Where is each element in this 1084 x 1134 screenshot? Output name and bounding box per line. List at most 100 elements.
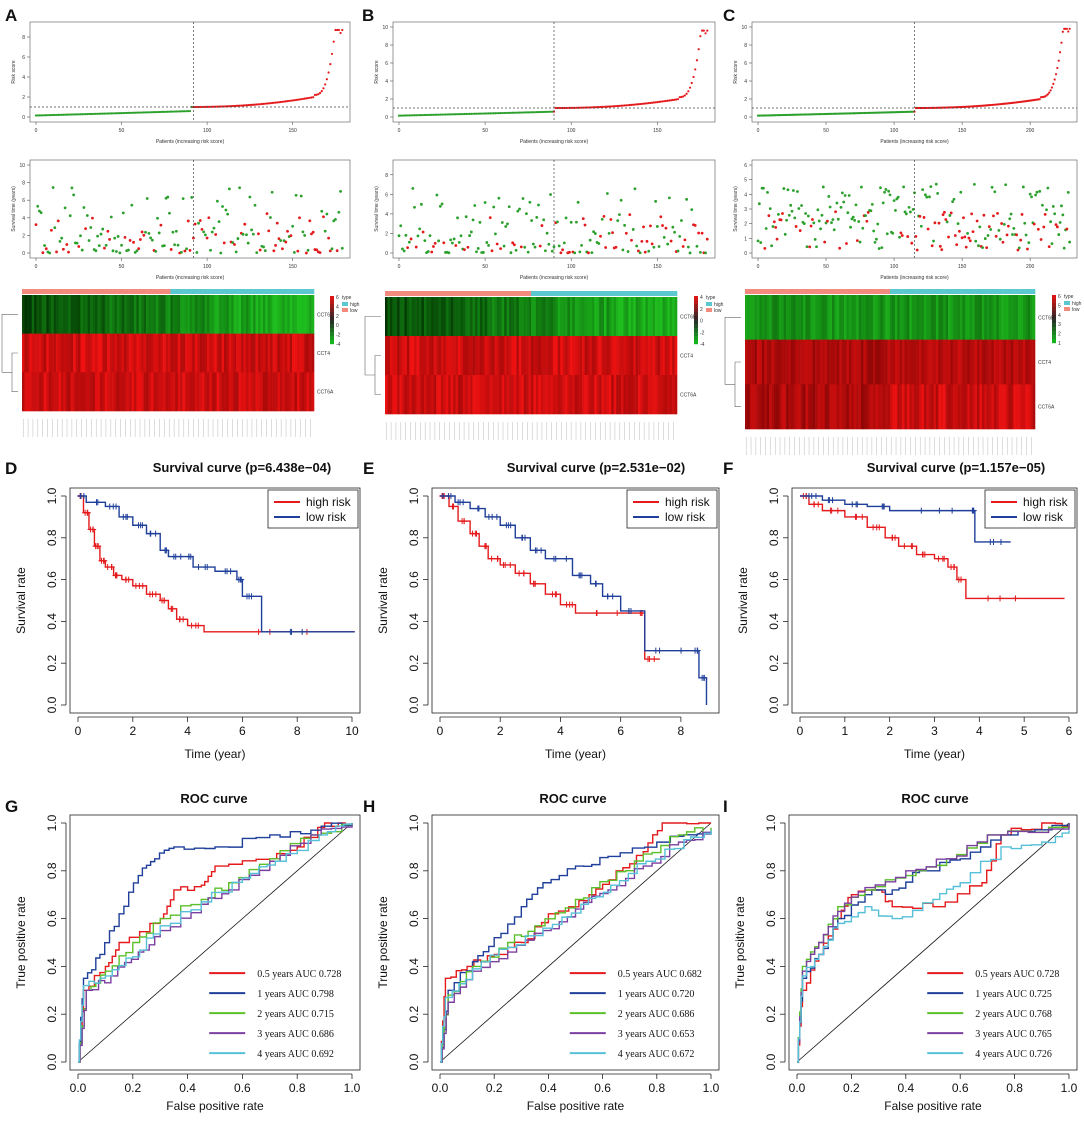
type-bar-cell bbox=[301, 289, 305, 294]
survival-point bbox=[821, 185, 825, 189]
chart-title: Survival curve (p=1.157e−05) bbox=[867, 460, 1046, 475]
heatmap-cell bbox=[163, 372, 166, 412]
heatmap-cell bbox=[606, 375, 610, 415]
survival-point bbox=[785, 218, 788, 222]
scale-band bbox=[1052, 303, 1056, 308]
survival-point bbox=[222, 241, 226, 245]
risk-point bbox=[628, 103, 631, 107]
heatmap-cell bbox=[158, 295, 161, 334]
risk-point bbox=[110, 112, 113, 115]
survival-point bbox=[676, 249, 680, 253]
type-bar-cell bbox=[223, 289, 227, 294]
survival-point bbox=[236, 237, 240, 240]
scale-band bbox=[694, 300, 698, 305]
heatmap-cell bbox=[647, 375, 651, 415]
type-bar-cell bbox=[136, 289, 140, 294]
heatmap-cell bbox=[659, 375, 663, 415]
survival-point bbox=[533, 245, 537, 249]
heatmap-cell bbox=[385, 336, 388, 376]
heatmap-cell bbox=[655, 375, 658, 415]
heatmap-cell bbox=[962, 295, 966, 340]
heatmap-cell bbox=[73, 372, 76, 412]
type-bar-cell bbox=[899, 289, 903, 294]
y-tick-label: 1.0 bbox=[407, 487, 421, 504]
type-bar-cell bbox=[82, 289, 86, 294]
risk-point bbox=[590, 106, 593, 109]
heatmap-cell bbox=[148, 372, 152, 412]
heatmap-cell bbox=[99, 333, 103, 373]
heatmap-cell bbox=[204, 372, 208, 412]
x-tick-label: 50 bbox=[823, 128, 829, 134]
risk-point bbox=[125, 111, 128, 115]
heatmap-cell bbox=[572, 297, 576, 337]
survival-point bbox=[549, 193, 552, 196]
heatmap-cell bbox=[989, 295, 992, 340]
risk-point bbox=[241, 104, 245, 107]
survival-point bbox=[1041, 203, 1044, 207]
heatmap-cell bbox=[616, 375, 619, 415]
heatmap-cell bbox=[1001, 339, 1004, 385]
risk-point bbox=[276, 101, 279, 104]
heatmap-cell bbox=[419, 336, 422, 376]
type-bar-cell bbox=[306, 289, 310, 294]
heatmap-cell bbox=[404, 375, 408, 415]
heatmap-cell bbox=[484, 336, 488, 376]
risk-point bbox=[614, 104, 618, 108]
heatmap-cell bbox=[757, 295, 760, 340]
heatmap-cell bbox=[511, 297, 515, 337]
diagonal-reference-line bbox=[439, 822, 712, 1063]
type-bar-cell bbox=[46, 289, 50, 294]
x-tick-label: 0.8 bbox=[289, 1081, 306, 1095]
risk-point bbox=[509, 111, 513, 114]
type-bar-cell bbox=[34, 289, 37, 294]
survival-point bbox=[487, 243, 490, 247]
type-bar-cell bbox=[287, 289, 290, 294]
heatmap-cell bbox=[964, 384, 968, 430]
survival-point bbox=[953, 234, 957, 237]
risk-point bbox=[609, 105, 612, 108]
type-bar-cell bbox=[226, 289, 230, 294]
survival-point bbox=[977, 244, 980, 248]
heatmap-cell bbox=[623, 336, 627, 376]
type-bar-cell bbox=[394, 291, 398, 296]
survival-point bbox=[450, 241, 454, 245]
survival-point bbox=[210, 230, 214, 234]
heatmap-cell bbox=[392, 336, 396, 376]
survival-point bbox=[933, 221, 937, 225]
heatmap-cell bbox=[148, 333, 152, 373]
heatmap-cell bbox=[977, 339, 980, 385]
risk-point bbox=[240, 104, 243, 107]
survival-point bbox=[507, 205, 511, 209]
x-tick-label: 4 bbox=[184, 724, 191, 738]
y-tick-label: 4 bbox=[22, 75, 25, 81]
heatmap-cell bbox=[489, 375, 493, 415]
heatmap-cell bbox=[964, 295, 968, 340]
heatmap-cell bbox=[107, 372, 110, 412]
x-tick-label: 50 bbox=[823, 264, 829, 270]
heatmap-cell bbox=[848, 295, 852, 340]
heatmap-cell bbox=[550, 336, 554, 376]
type-bar-cell bbox=[26, 289, 30, 294]
x-tick-label: 0 bbox=[437, 724, 444, 738]
heatmap-cell bbox=[897, 295, 900, 340]
heatmap-cell bbox=[511, 336, 515, 376]
survival-point bbox=[958, 229, 961, 233]
survival-point bbox=[543, 249, 547, 253]
heatmap-cell bbox=[1025, 384, 1029, 430]
survival-point bbox=[238, 186, 242, 190]
type-bar-cell bbox=[538, 291, 542, 296]
heatmap-cell bbox=[960, 339, 963, 385]
risk-point bbox=[132, 111, 135, 114]
series-high-risk bbox=[800, 493, 1065, 602]
risk-point bbox=[440, 113, 444, 116]
type-bar-cell bbox=[460, 291, 464, 296]
type-bar-cell bbox=[180, 289, 183, 294]
heatmap-cell bbox=[219, 372, 222, 412]
y-tick-label: 0.0 bbox=[407, 696, 421, 713]
heatmap-cell bbox=[623, 375, 627, 415]
survival-point bbox=[766, 190, 769, 194]
heatmap-cell bbox=[504, 375, 507, 415]
type-bar-cell bbox=[204, 289, 208, 294]
risk-point bbox=[111, 112, 115, 115]
heatmap-cell bbox=[645, 297, 649, 337]
